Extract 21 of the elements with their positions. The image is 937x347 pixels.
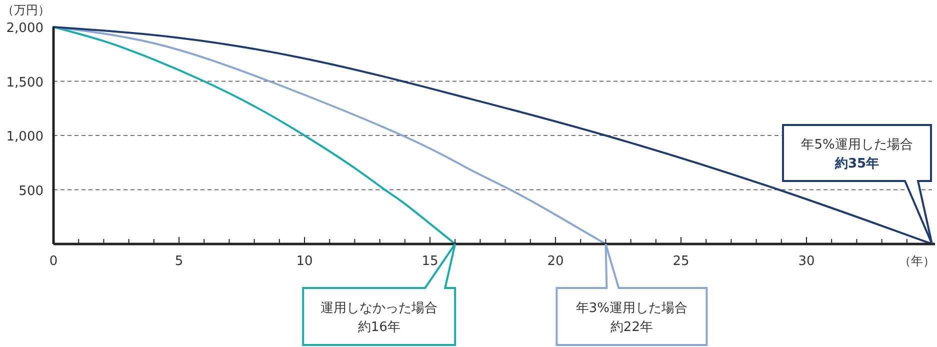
x-tick-label: 30 <box>798 254 815 269</box>
line-series <box>52 26 607 245</box>
line-series <box>52 26 933 245</box>
x-tick-label: 0 <box>49 254 58 269</box>
y-axis-title: （万円） <box>2 3 50 17</box>
y-tick-label: 1,500 <box>6 75 44 90</box>
x-tick-label: 10 <box>296 254 313 269</box>
text: 運用しなかった場合 <box>320 301 438 316</box>
annotation: 約35年 <box>834 156 880 172</box>
x-tick-label: 25 <box>672 254 690 269</box>
x-tick-label: 20 <box>547 254 564 269</box>
text: 約22年 <box>610 320 653 335</box>
x-axis-title: （年） <box>899 254 935 268</box>
y-tick-label: 1,000 <box>6 130 44 144</box>
text: 年3%運用した場合 <box>576 301 688 316</box>
annotation: 年5%運用した場合 <box>801 138 913 152</box>
x-tick-label: 5 <box>174 254 184 269</box>
text: 約16年 <box>358 320 400 335</box>
y-tick-label: 2,000 <box>6 21 44 36</box>
y-tick-label: 500 <box>18 184 44 199</box>
x-tick-label: 15 <box>422 254 438 269</box>
